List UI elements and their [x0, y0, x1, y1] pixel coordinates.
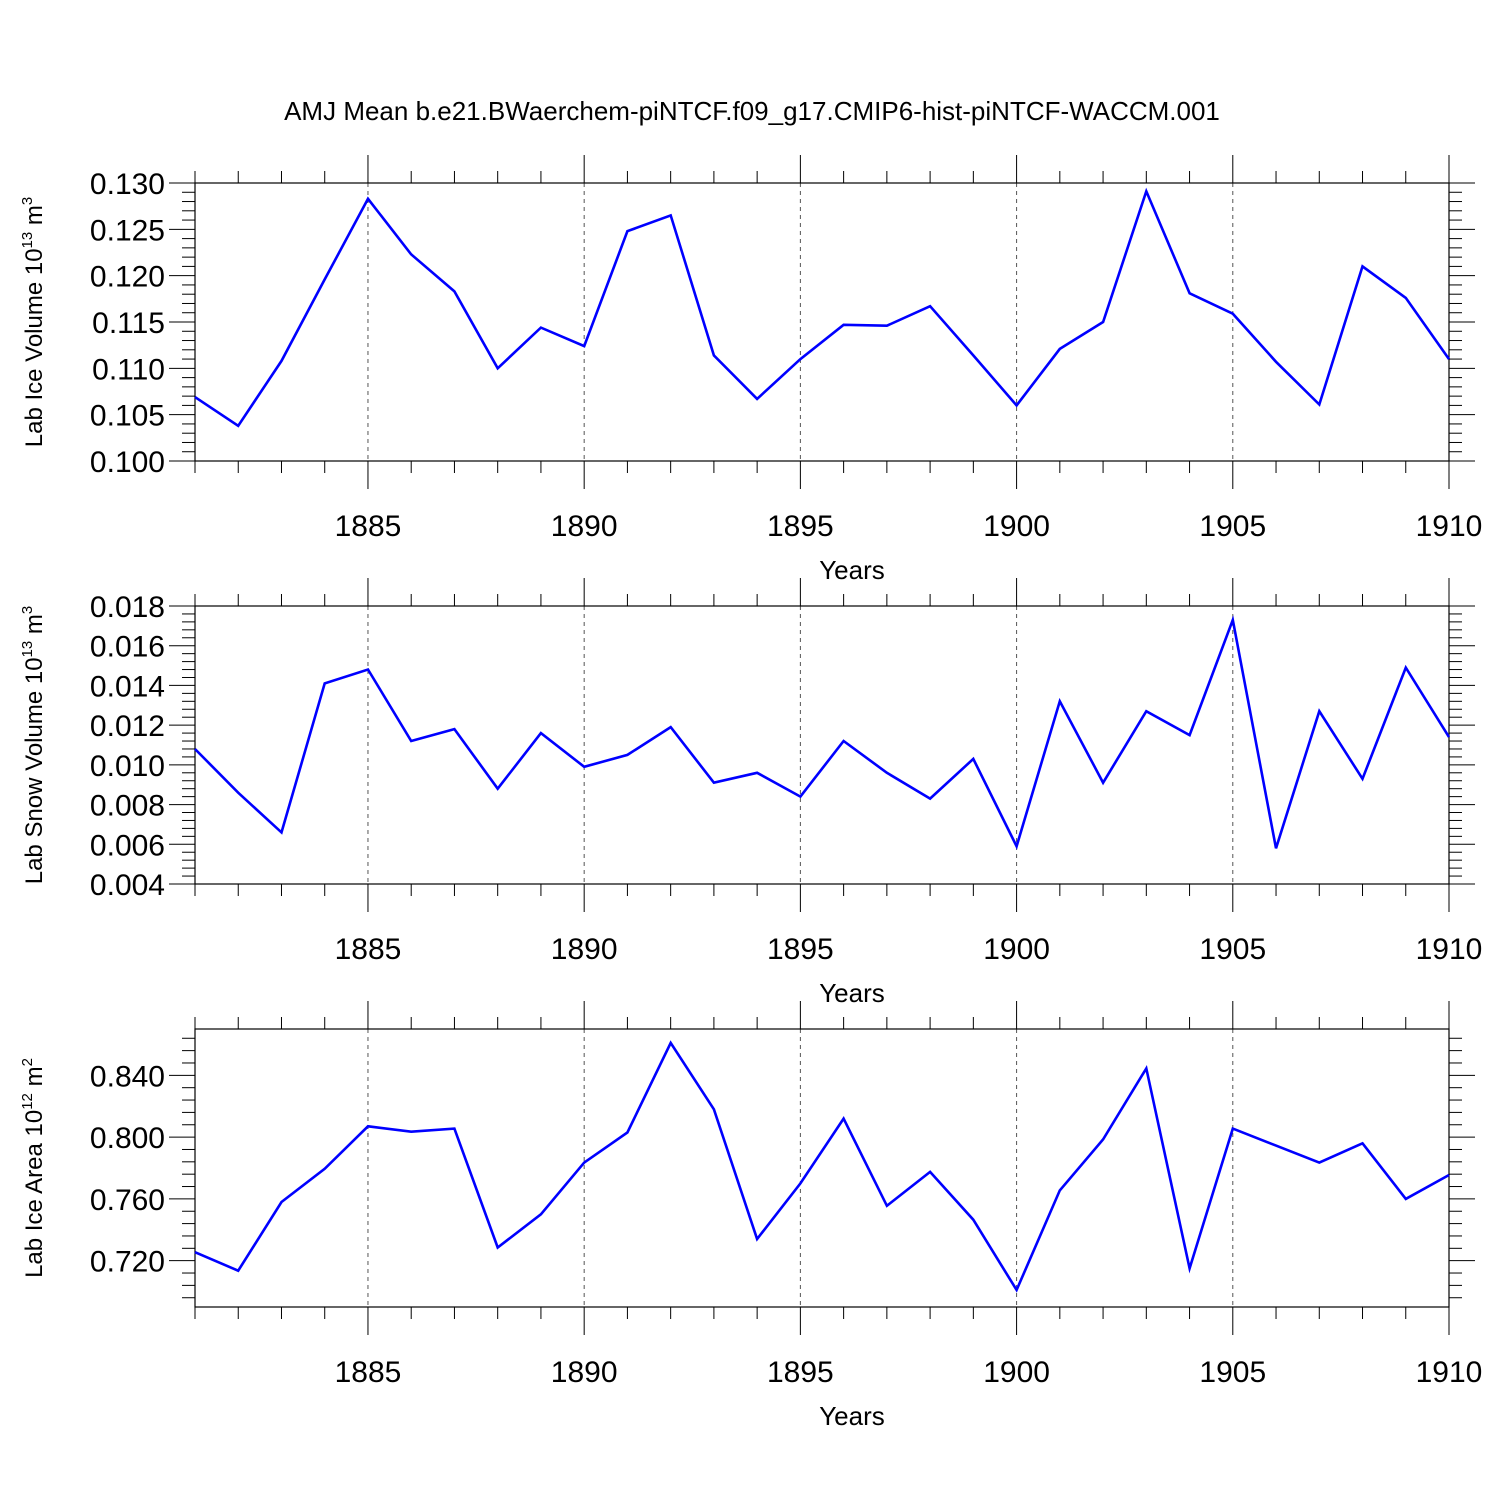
x-tick-label: 1900 [983, 1356, 1050, 1389]
y-tick-label: 0.100 [90, 446, 165, 479]
plot-frame [194, 182, 1450, 462]
y-tick-label: 0.120 [90, 261, 165, 294]
x-axis-label: Years [819, 555, 885, 585]
x-tick-label: 1890 [551, 510, 618, 543]
y-tick-label: 0.115 [92, 307, 165, 340]
chart-panel-1: 1885 1890 1895 1900 1905 1910 0.100 0.105 0.110 0… [19, 155, 1482, 585]
x-tick-label: 1885 [335, 510, 402, 543]
y-tick-label: 0.105 [90, 400, 165, 433]
y-tick-label: 0.125 [90, 214, 165, 247]
series-line [194, 1040, 1450, 1293]
chart-panel-2: 1885 1890 1895 1900 1905 1910 0.004 0.006 0.008 0… [19, 578, 1482, 1008]
x-tick-label: 1890 [551, 933, 618, 966]
x-tick-label: 1910 [1416, 510, 1483, 543]
y-axis-label: Lab Ice Volume 1013 m3 [19, 197, 48, 448]
y-tick-label: 0.720 [90, 1246, 165, 1279]
x-tick-label: 1910 [1416, 1356, 1483, 1389]
x-tick-label: 1900 [983, 933, 1050, 966]
x-tick-label: 1905 [1199, 933, 1266, 966]
x-tick-label: 1885 [335, 1356, 402, 1389]
figure-title: AMJ Mean b.e21.BWaerchem-piNTCF.f09_g17.… [284, 96, 1220, 126]
chart-panel-3: 1885 1890 1895 1900 1905 1910 0.720 0.760 0.800 0… [19, 1001, 1482, 1431]
x-tick-label: 1905 [1199, 1356, 1266, 1389]
x-tick-label: 1895 [767, 933, 834, 966]
y-tick-label: 0.130 [90, 168, 165, 201]
series-line [194, 615, 1451, 850]
x-tick-label: 1895 [767, 510, 834, 543]
series-line [194, 187, 1451, 428]
x-tick-label: 1895 [767, 1356, 834, 1389]
plot-frame [194, 1028, 1450, 1308]
x-tick-label: 1890 [551, 1356, 618, 1389]
x-tick-label: 1900 [983, 510, 1050, 543]
y-axis-label: Lab Ice Area 1012 m2 [19, 1058, 48, 1278]
panels: 1885 1890 1895 1900 1905 1910 0.100 0.105 0.110 0… [19, 155, 1482, 1431]
y-tick-label: 0.760 [90, 1184, 165, 1217]
x-tick-label: 1905 [1199, 510, 1266, 543]
y-tick-label: 0.016 [90, 631, 165, 664]
y-tick-label: 0.004 [90, 869, 165, 902]
y-tick-label: 0.110 [92, 353, 165, 386]
y-tick-label: 0.014 [90, 670, 165, 703]
y-tick-label: 0.010 [90, 750, 165, 783]
y-tick-label: 0.008 [90, 790, 165, 823]
plot-frame [194, 605, 1450, 885]
x-axis-label: Years [819, 1401, 885, 1431]
y-tick-label: 0.840 [90, 1060, 165, 1093]
x-axis-label: Years [819, 978, 885, 1008]
y-tick-label: 0.800 [90, 1122, 165, 1155]
y-tick-label: 0.006 [90, 829, 165, 862]
y-axis-label: Lab Snow Volume 1013 m3 [19, 606, 48, 885]
x-tick-label: 1910 [1416, 933, 1483, 966]
y-tick-label: 0.012 [90, 710, 165, 743]
y-tick-label: 0.018 [90, 591, 165, 624]
x-tick-label: 1885 [335, 933, 402, 966]
